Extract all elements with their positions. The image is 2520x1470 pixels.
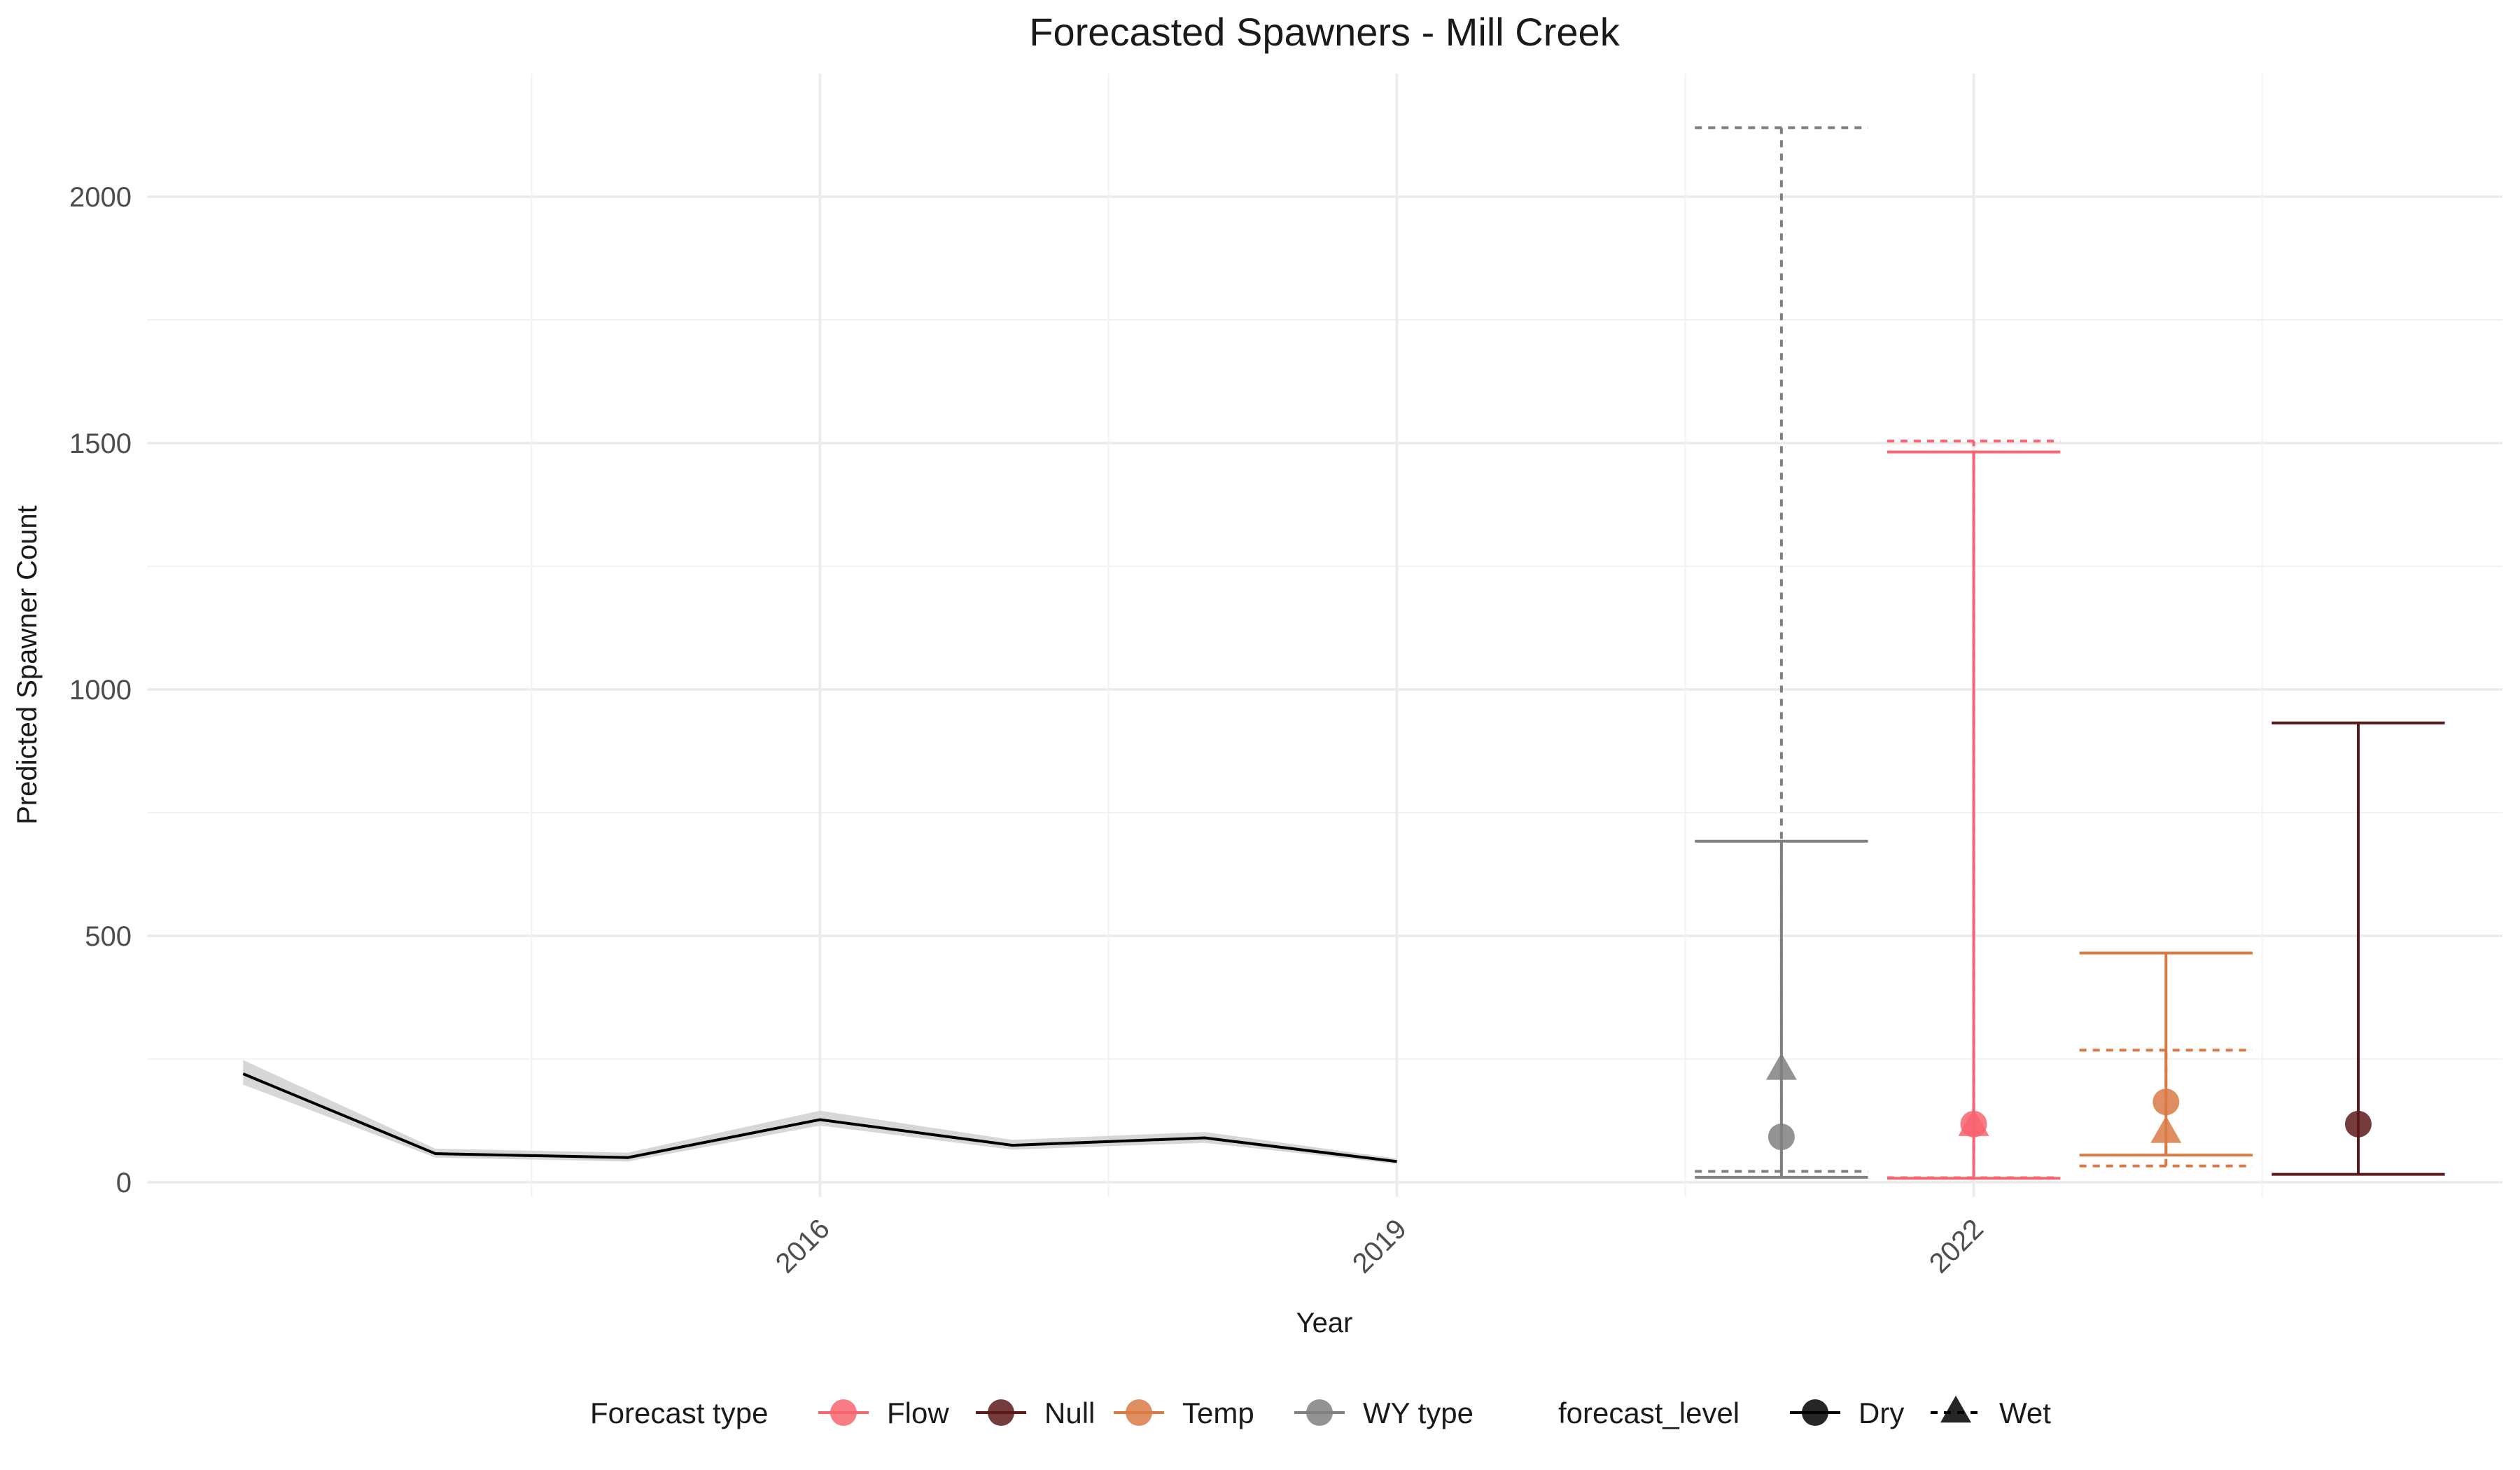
confidence-band-area: [243, 1060, 1397, 1164]
legend-item-label: Temp: [1182, 1396, 1254, 1429]
y-tick-label: 500: [85, 921, 132, 952]
legend-item-label: Wet: [1999, 1396, 2051, 1429]
point-dry: [2152, 1088, 2180, 1116]
legend-level-title: forecast_level: [1558, 1396, 1740, 1429]
legend-item-label: Flow: [887, 1396, 949, 1429]
point-dry: [2344, 1110, 2372, 1138]
y-axis-ticks: 0 500 1000 1500 2000: [69, 182, 132, 1198]
x-tick-label: 2016: [770, 1213, 836, 1279]
historical-line: [242, 1072, 1397, 1163]
legend-key-circle: [1126, 1399, 1152, 1426]
historical-series: [242, 1072, 1397, 1163]
forecast-null-dry: [2272, 721, 2445, 1176]
legend-key-circle: [1306, 1399, 1333, 1426]
y-tick-label: 1000: [69, 675, 132, 706]
x-tick-label: 2019: [1347, 1213, 1413, 1279]
legend-type-title: Forecast type: [590, 1396, 768, 1429]
legend-key-triangle: [1940, 1395, 1971, 1423]
y-axis-title: Predicted Spawner Count: [12, 505, 43, 825]
x-tick-label: 2022: [1924, 1213, 1989, 1279]
y-tick-label: 0: [116, 1168, 132, 1198]
confidence-band: [243, 1060, 1397, 1164]
point-wet: [1765, 1053, 1797, 1080]
grid: [147, 74, 2502, 1197]
point-dry: [1768, 1124, 1795, 1151]
legend-item-label: Null: [1044, 1396, 1095, 1429]
y-tick-label: 1500: [69, 428, 132, 459]
legend: Forecast type Flow Null Temp WY type forecast…: [590, 1395, 2051, 1429]
legend-item-label: Dry: [1858, 1396, 1904, 1429]
forecast-temp-wet: [2079, 1049, 2253, 1168]
x-axis-ticks: 2016 2019 2022: [770, 1213, 1989, 1279]
legend-item-label: WY type: [1363, 1396, 1474, 1429]
x-axis-title: Year: [1296, 1308, 1353, 1338]
legend-key-circle: [988, 1399, 1014, 1426]
point-wet: [2150, 1116, 2182, 1143]
y-tick-label: 2000: [69, 182, 132, 213]
legend-key-circle: [830, 1399, 857, 1426]
forecast-flow-wet: [1886, 440, 2061, 1180]
forecast-series: [1695, 126, 2445, 1180]
point-wet: [1958, 1109, 1989, 1136]
legend-key-circle: [1802, 1399, 1828, 1426]
chart-title: Forecasted Spawners - Mill Creek: [1029, 10, 1620, 54]
forecast-wy-type-wet: [1695, 126, 1868, 1173]
